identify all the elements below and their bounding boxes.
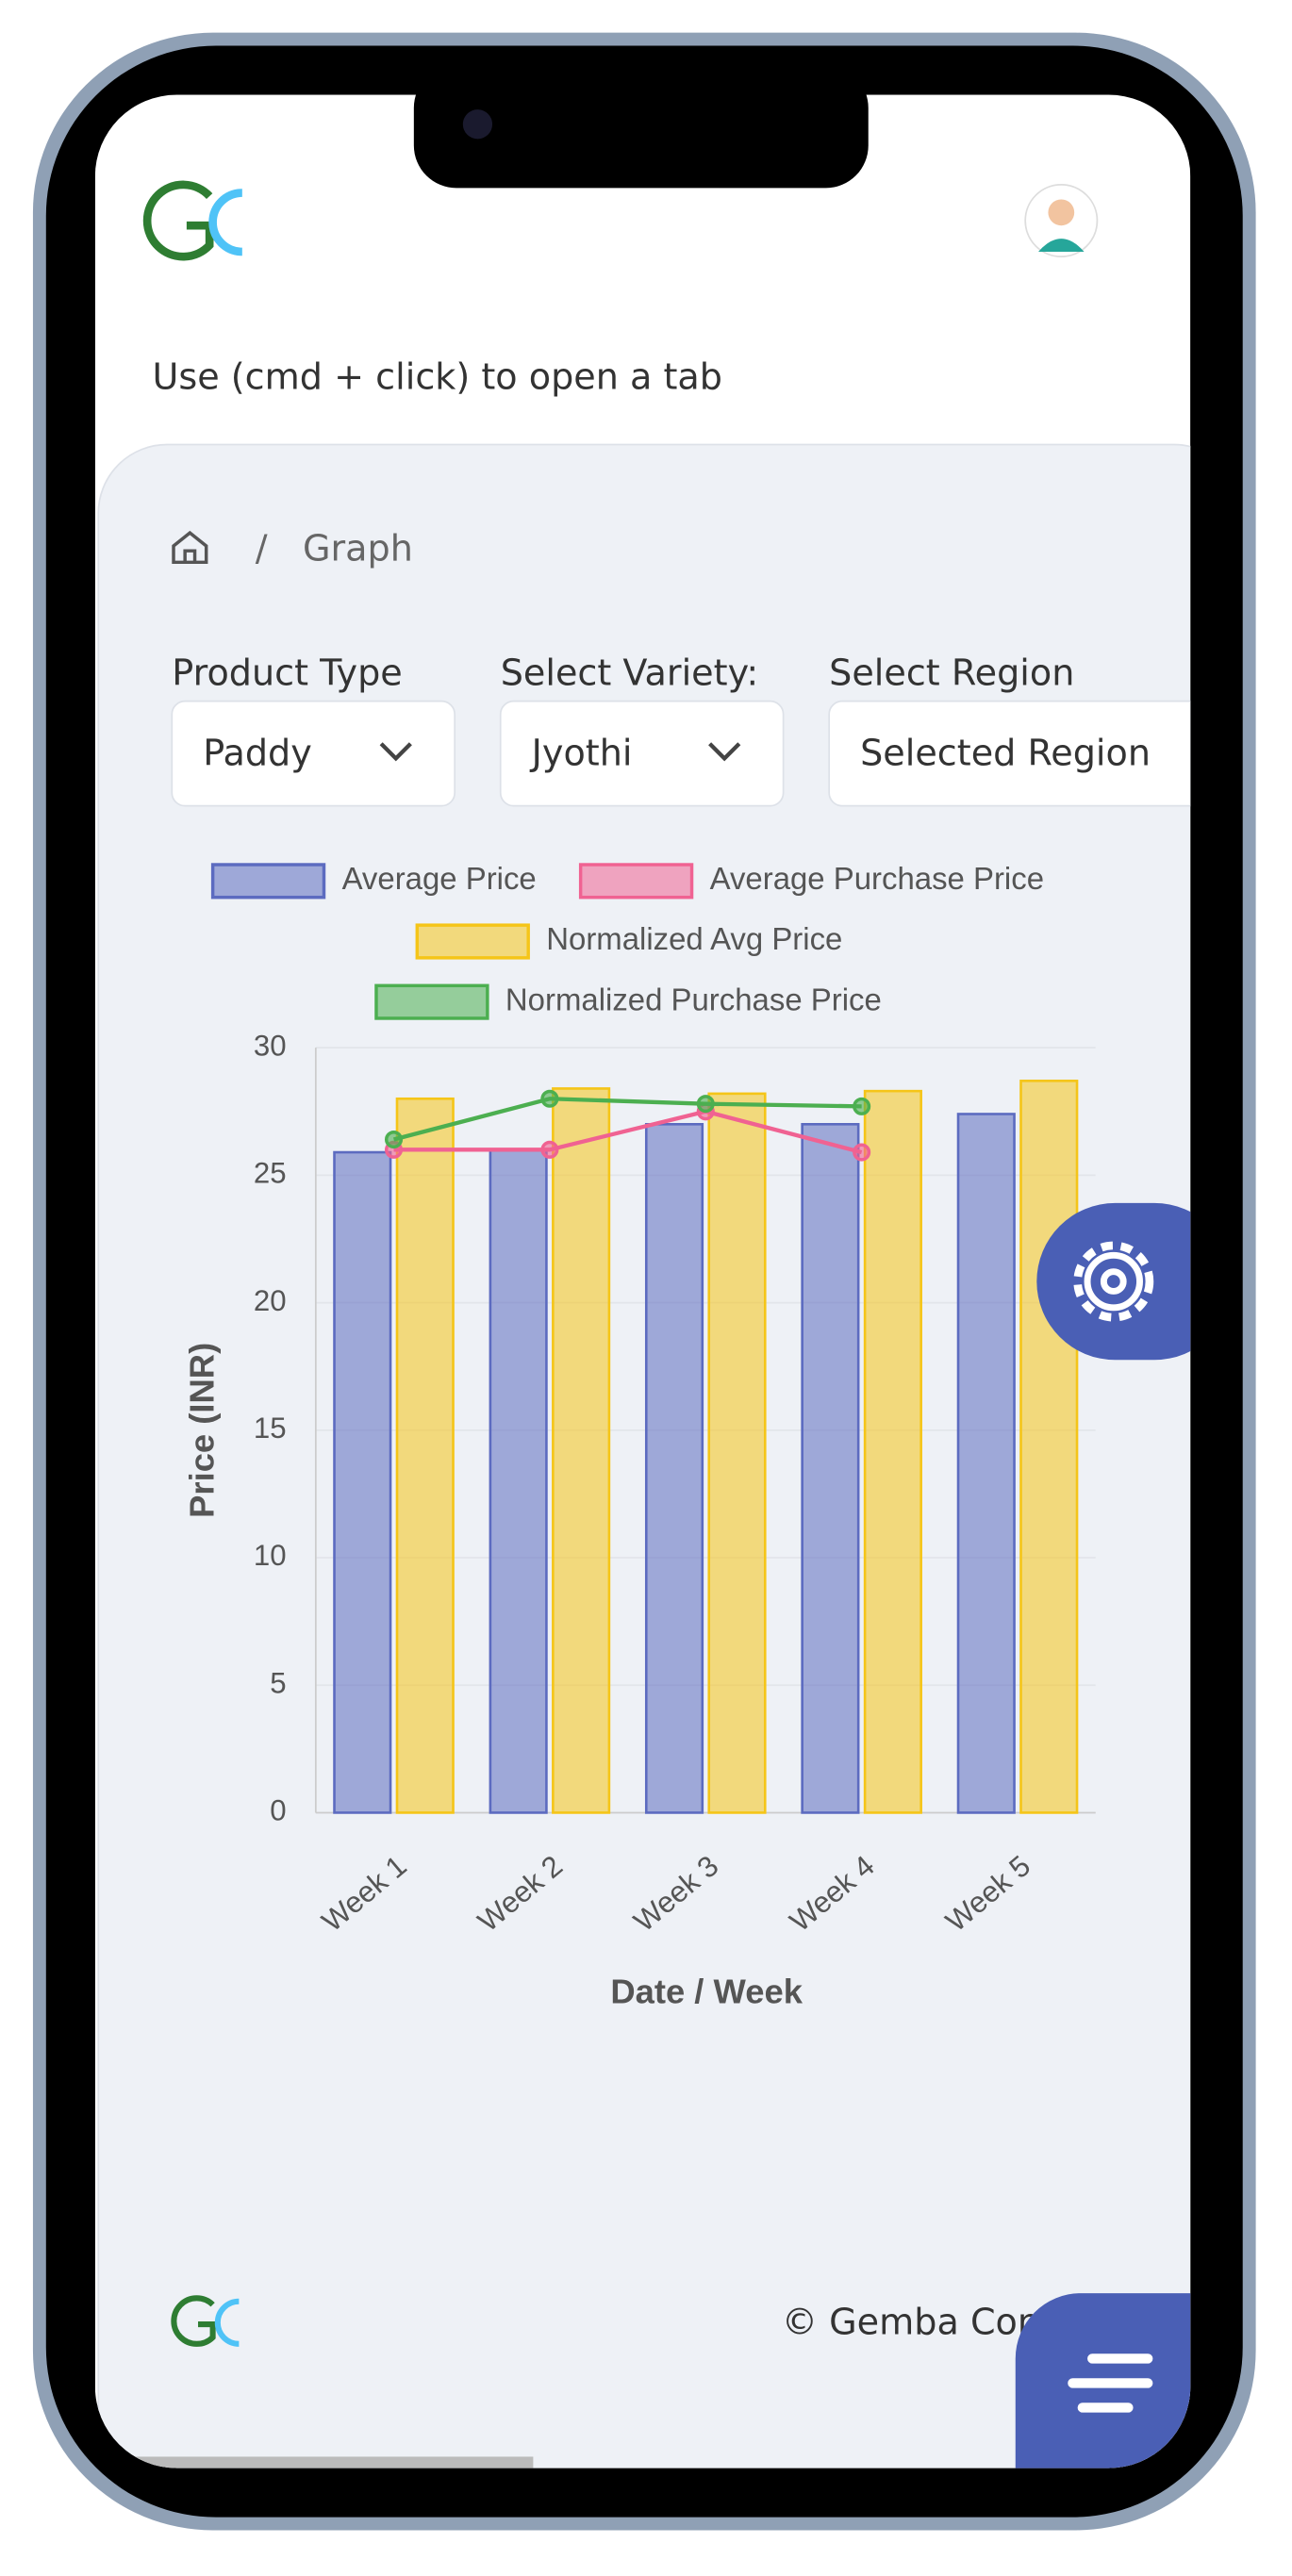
- dropdown[interactable]: Jyothi: [499, 700, 785, 807]
- hint: Use (cmd + click) to open a tab: [152, 356, 722, 398]
- legend-swatch: [210, 863, 326, 900]
- footer-logo: [171, 2295, 240, 2347]
- breadcrumb-separator: /: [256, 528, 268, 570]
- dropdown-value: Paddy: [203, 732, 312, 773]
- y-tick-label: 15: [254, 1412, 287, 1445]
- settings-button[interactable]: [1036, 1202, 1233, 1361]
- legend-swatch: [374, 983, 489, 1020]
- y-tick-label: 20: [254, 1284, 287, 1317]
- legend-item[interactable]: Average Price: [210, 861, 537, 900]
- filter-label: Product Type: [172, 652, 402, 693]
- dropdown-value: Jyothi: [530, 732, 633, 773]
- y-tick-label: 5: [270, 1666, 286, 1699]
- y-tick-label: 30: [254, 1029, 287, 1062]
- legend-label: Average Price: [342, 861, 537, 896]
- bar: [552, 1087, 611, 1814]
- screen: Use (cmd + click) to open a tab / Graph …: [94, 94, 1277, 2554]
- notch: [413, 65, 869, 189]
- line: [392, 1097, 862, 1142]
- filter-label: Select Region: [829, 652, 1074, 693]
- line: [393, 1109, 863, 1155]
- point: [696, 1095, 715, 1114]
- dropdown-value: Selected Region: [860, 732, 1151, 773]
- point: [384, 1130, 404, 1149]
- copyright: © Gemba Conc: [782, 2302, 1060, 2343]
- bar: [863, 1089, 922, 1814]
- bar: [644, 1123, 704, 1814]
- chevron: [379, 742, 412, 762]
- point: [853, 1143, 871, 1162]
- bar: [707, 1092, 767, 1814]
- legend-label: Normalized Avg Price: [546, 921, 842, 956]
- dropdown-box: [171, 700, 456, 807]
- camera: [462, 109, 493, 140]
- point: [540, 1140, 559, 1159]
- legend-label: Average Purchase Price: [710, 861, 1044, 896]
- point: [853, 1097, 871, 1115]
- legend-swatch: [415, 923, 530, 960]
- legend-swatch: [578, 863, 694, 900]
- menu-button[interactable]: [1015, 2293, 1277, 2554]
- home-icon[interactable]: [172, 530, 208, 565]
- bar: [956, 1113, 1016, 1814]
- bar: [395, 1097, 455, 1814]
- dropdown[interactable]: Paddy: [171, 700, 456, 807]
- y-tick-label: 10: [254, 1539, 287, 1572]
- y-tick-label: 25: [254, 1157, 287, 1190]
- x-axis-title: Date / Week: [610, 1972, 803, 2010]
- scrollbar: [94, 2456, 534, 2469]
- avatar[interactable]: [1024, 184, 1099, 258]
- legend-item[interactable]: Normalized Purchase Price: [374, 982, 882, 1020]
- chevron: [708, 742, 741, 762]
- bar: [801, 1123, 860, 1814]
- y-axis-title: Price (INR): [183, 1343, 222, 1518]
- bar: [1019, 1080, 1079, 1814]
- bar: [489, 1148, 548, 1814]
- dropdown-box: [828, 700, 1191, 807]
- legend-item[interactable]: Normalized Avg Price: [415, 921, 842, 960]
- dropdown-box: [499, 700, 785, 807]
- breadcrumb-current: Graph: [303, 528, 413, 570]
- bar: [333, 1150, 392, 1814]
- point: [540, 1089, 559, 1108]
- legend-item[interactable]: Average Purchase Price: [578, 861, 1044, 900]
- legend-label: Normalized Purchase Price: [505, 982, 882, 1016]
- logo: [142, 180, 243, 261]
- filter-label: Select Variety:: [501, 652, 759, 693]
- dropdown[interactable]: Selected Region: [828, 700, 1221, 807]
- y-tick-label: 0: [270, 1794, 286, 1827]
